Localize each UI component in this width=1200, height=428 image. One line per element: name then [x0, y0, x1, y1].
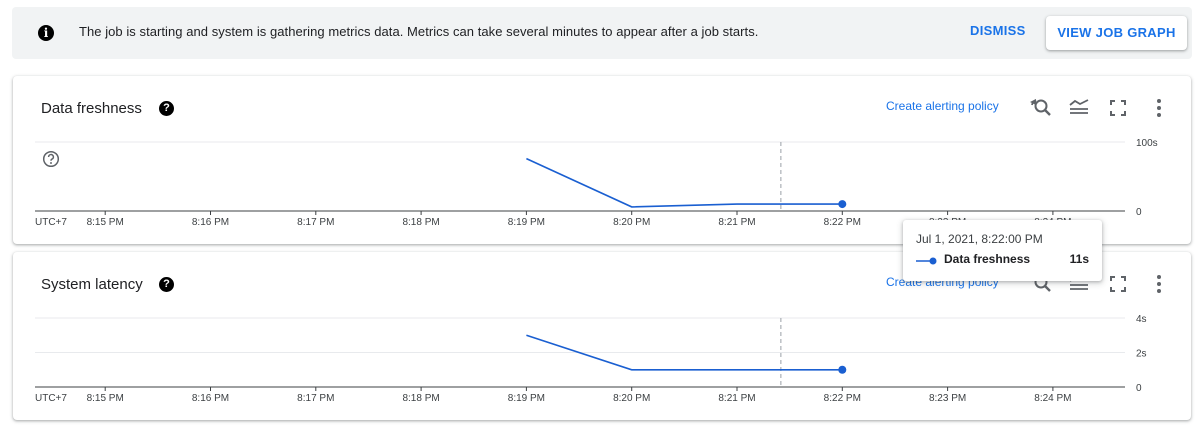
info-banner: i The job is starting and system is gath…	[12, 7, 1192, 59]
fullscreen-icon[interactable]	[1106, 96, 1130, 120]
x-tick-label: 8:24 PM	[1034, 393, 1071, 404]
x-tick-label: 8:22 PM	[824, 217, 861, 228]
banner-message: The job is starting and system is gather…	[79, 24, 759, 39]
data-freshness-chart: 100s 0 UTC+7 8:15 PM 8:16 PM 8:17 PM 8:18 PM 8:…	[35, 138, 1158, 228]
tooltip-date: Jul 1, 2021, 8:22:00 PM	[916, 232, 1043, 246]
y-tick-label: 100s	[1136, 138, 1158, 149]
x-tick-label: 8:21 PM	[718, 217, 755, 228]
more-vert-icon[interactable]	[1147, 272, 1171, 296]
x-tick-label: 8:20 PM	[613, 217, 650, 228]
legend-toggle-icon[interactable]	[1067, 96, 1091, 120]
view-job-graph-button[interactable]: VIEW JOB GRAPH	[1046, 16, 1187, 50]
x-tick-label: 8:22 PM	[824, 393, 861, 404]
help-icon[interactable]: ?	[159, 277, 174, 292]
question-circle-icon	[42, 150, 60, 168]
chart-hover-tooltip: Jul 1, 2021, 8:22:00 PM Data freshness 1…	[903, 220, 1102, 281]
x-tick-label: 8:23 PM	[929, 393, 966, 404]
timezone-label: UTC+7	[35, 393, 67, 404]
y-tick-label: 0	[1136, 383, 1142, 394]
series-line	[526, 157, 843, 208]
x-tick-label: 8:17 PM	[297, 393, 334, 404]
info-icon: i	[38, 25, 54, 41]
y-tick-label: 4s	[1136, 314, 1147, 325]
zoom-reset-icon[interactable]	[1028, 96, 1052, 120]
x-tick-label: 8:18 PM	[402, 217, 439, 228]
help-icon[interactable]: ?	[159, 101, 174, 116]
x-tick-label: 8:15 PM	[87, 217, 124, 228]
x-tick-label: 8:17 PM	[297, 217, 334, 228]
more-vert-icon[interactable]	[1147, 96, 1171, 120]
system-latency-chart: 4s 2s 0 UTC+7 8:15 PM 8:16 PM 8:17 PM 8:18 PM 8:…	[35, 314, 1147, 404]
x-tick-label: 8:19 PM	[508, 217, 545, 228]
tooltip-series-value: 11s	[1069, 252, 1089, 266]
card-title: System latency	[41, 276, 143, 293]
series-point	[838, 200, 847, 209]
series-swatch-icon	[916, 257, 937, 265]
x-tick-label: 8:18 PM	[402, 393, 439, 404]
data-freshness-card: Data freshness ? Create alerting policy …	[13, 76, 1191, 244]
y-tick-label: 0	[1136, 207, 1142, 218]
series-point	[838, 365, 847, 374]
dismiss-button[interactable]: DISMISS	[970, 23, 1026, 38]
y-tick-label: 2s	[1136, 349, 1147, 360]
create-alerting-policy-link[interactable]: Create alerting policy	[886, 99, 999, 113]
x-tick-label: 8:16 PM	[192, 393, 229, 404]
x-tick-label: 8:20 PM	[613, 393, 650, 404]
tooltip-series-name: Data freshness	[944, 252, 1031, 266]
fullscreen-icon[interactable]	[1106, 272, 1130, 296]
x-tick-label: 8:19 PM	[508, 393, 545, 404]
x-tick-label: 8:15 PM	[87, 393, 124, 404]
timezone-label: UTC+7	[35, 217, 67, 228]
series-line	[526, 334, 843, 371]
card-title: Data freshness	[41, 100, 142, 117]
x-tick-label: 8:16 PM	[192, 217, 229, 228]
x-tick-label: 8:21 PM	[718, 393, 755, 404]
